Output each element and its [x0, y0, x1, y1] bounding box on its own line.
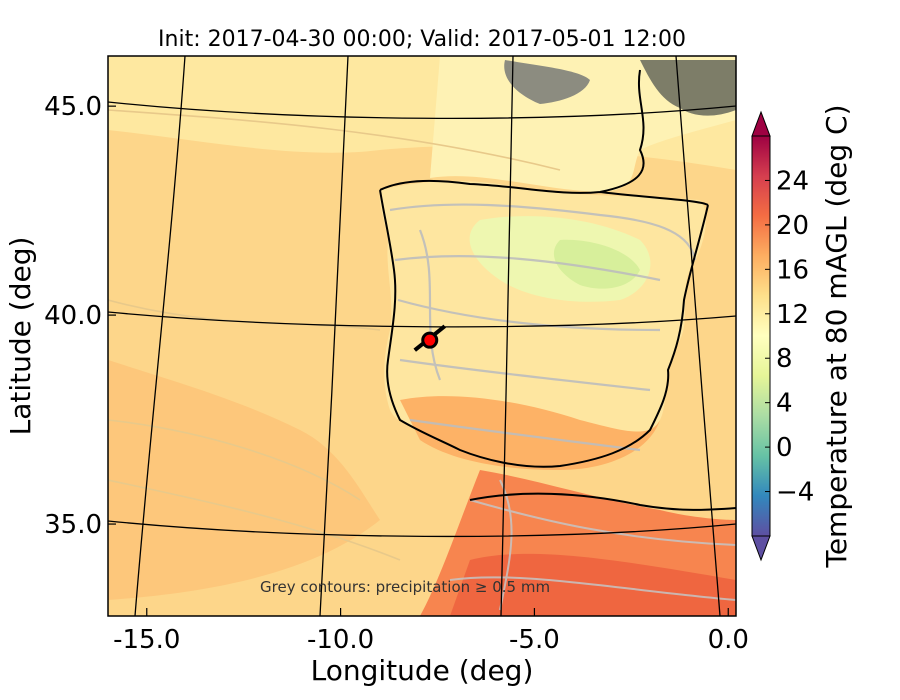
colorbar-tick-label: 24	[776, 166, 809, 196]
pyrenees-high-terrain	[640, 60, 736, 116]
y-axis-label: Latitude (deg)	[4, 237, 37, 436]
graticule	[108, 56, 736, 616]
colorbar-extend-top	[751, 110, 771, 137]
colorbar-tick-label: 4	[776, 389, 793, 419]
meseta-cooler-core	[553, 239, 640, 289]
chart-title: Init: 2017-04-30 00:00; Valid: 2017-05-0…	[158, 27, 686, 52]
y-tick-label: 45.0	[44, 92, 102, 122]
parallel-line	[108, 311, 736, 328]
precip-annotation: Grey contours: precipitation ≥ 0.5 mm	[260, 578, 550, 596]
x-axis-label: Longitude (deg)	[311, 654, 534, 687]
meridian-line	[500, 56, 514, 616]
colorbar-tick-label: 16	[776, 255, 809, 285]
colorbar-tick-label: 0	[776, 433, 793, 463]
plot-frame	[107, 55, 737, 617]
coastline	[379, 69, 736, 511]
colorbar-label: Temperature at 80 mAGL (deg C)	[820, 104, 853, 568]
parallel-line	[108, 101, 736, 119]
southwest-warm-band	[108, 360, 380, 600]
location-marker	[413, 324, 447, 352]
colorbar: −4 0 4 8 12 16 20 24 Temperature at 80 mAGL (de…	[751, 104, 853, 569]
x-tick-label: -10.0	[307, 625, 374, 655]
meridian-line	[675, 56, 721, 616]
colorbar-tick-label: 20	[776, 211, 809, 241]
y-tick-label: 35.0	[44, 510, 102, 540]
meridian-line	[319, 56, 349, 616]
colorbar-tick-label: 12	[776, 300, 809, 330]
marker-dot	[421, 331, 439, 349]
x-tick-label: -15.0	[113, 625, 180, 655]
colorbar-extend-bottom	[751, 535, 771, 562]
colorbar-body	[751, 135, 771, 537]
x-axis-ticks: -15.0 -10.0 -5.0 0.0	[113, 608, 749, 655]
precip-contours-africa	[449, 479, 736, 611]
colorbar-tick-label: 8	[776, 344, 793, 374]
x-tick-label: -5.0	[509, 625, 560, 655]
y-axis-ticks: 45.0 40.0 35.0	[44, 92, 116, 540]
parallel-line	[108, 520, 736, 538]
x-tick-label: 0.0	[708, 625, 749, 655]
colorbar-ticks: −4 0 4 8 12 16 20 24	[765, 166, 814, 508]
y-tick-label: 40.0	[44, 301, 102, 331]
meridian-line	[134, 56, 186, 616]
colorbar-tick-label: −4	[776, 478, 814, 508]
temperature-field	[108, 56, 736, 616]
alps-high-terrain	[504, 60, 590, 104]
precip-contours-iberia	[389, 203, 697, 452]
